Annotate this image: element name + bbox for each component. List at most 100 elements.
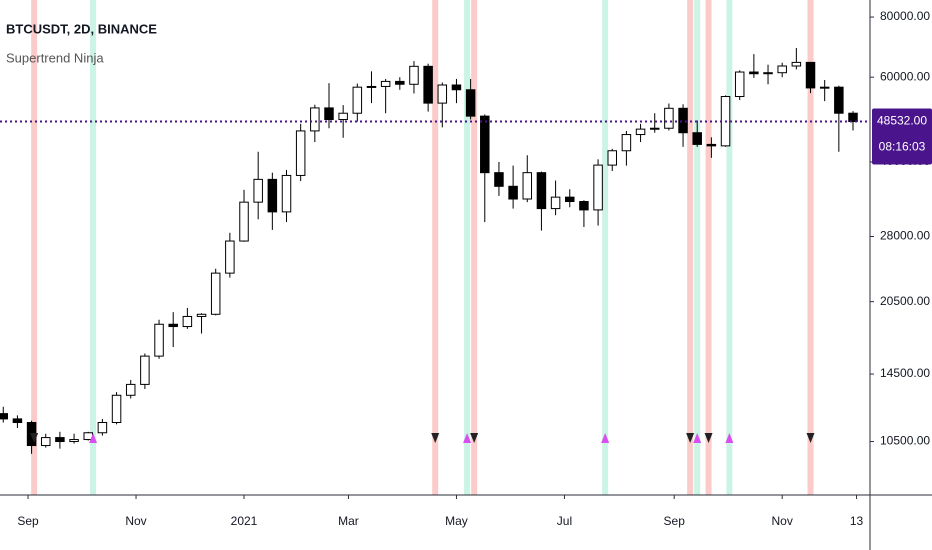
candle-body — [380, 80, 391, 87]
signal-band — [807, 0, 814, 495]
candle-body — [423, 65, 433, 104]
indicator-name: Supertrend Ninja — [6, 50, 104, 65]
candle-body — [97, 422, 108, 434]
signal-band — [31, 0, 38, 495]
signal-arrow — [806, 433, 815, 443]
signal-band — [464, 0, 471, 495]
candle-body — [281, 174, 292, 213]
candle-body — [451, 84, 462, 91]
candle-body — [395, 80, 405, 85]
y-tick-label: 28000.00 — [880, 229, 930, 243]
x-tick-label: Mar — [338, 514, 359, 528]
x-tick-label: Sep — [17, 514, 39, 528]
signal-arrow — [89, 433, 98, 443]
x-tick-label: 2021 — [231, 514, 258, 528]
last-price-box — [872, 108, 932, 165]
candle-body — [12, 418, 23, 424]
candle-body — [508, 185, 518, 200]
candle-body — [225, 240, 235, 274]
chart-title: BTCUSDT, 2D, BINANCE — [6, 21, 157, 36]
candle-body — [352, 86, 363, 114]
candle-body — [437, 84, 448, 104]
candle-body — [465, 89, 476, 117]
signal-band — [602, 0, 609, 495]
signal-arrow — [704, 433, 713, 443]
x-tick-label: Nov — [125, 514, 146, 528]
candle-body — [182, 315, 193, 328]
signal-band — [705, 0, 712, 495]
candle-body — [565, 196, 575, 203]
candle-body — [338, 112, 348, 121]
candle-body — [125, 383, 136, 396]
candle-body — [253, 178, 263, 203]
candle-body — [324, 107, 334, 121]
candle-body — [210, 272, 221, 315]
candle-body — [239, 201, 249, 242]
candle-body — [196, 313, 207, 317]
signal-band — [726, 0, 733, 495]
candle-body — [593, 164, 603, 211]
signal-band — [432, 0, 439, 495]
candle-body — [295, 130, 306, 176]
x-tick-label: Jul — [557, 514, 572, 528]
signal-arrow — [686, 433, 695, 443]
candle-body — [550, 196, 561, 210]
candle-body — [111, 394, 122, 424]
candle-body — [140, 355, 150, 385]
y-tick-label: 20500.00 — [880, 294, 930, 308]
candle-body — [409, 65, 419, 85]
candle-body — [154, 323, 164, 357]
signal-band — [90, 0, 97, 495]
candle-body — [635, 128, 646, 136]
signal-arrow — [431, 433, 440, 443]
candle-body — [480, 115, 490, 174]
candle-body — [777, 65, 787, 74]
candle-body — [678, 107, 688, 134]
y-tick-label: 60000.00 — [880, 69, 930, 83]
y-tick-label: 14500.00 — [880, 366, 930, 380]
y-tick-label: 10500.00 — [880, 434, 930, 448]
candle-body — [494, 172, 504, 187]
x-tick-label: May — [445, 514, 468, 528]
candle-body — [621, 134, 632, 152]
candle-body — [819, 86, 830, 89]
last-price-label: 48532.00 — [877, 114, 927, 128]
signal-arrow — [693, 433, 702, 443]
candle-body — [522, 172, 533, 200]
signal-band — [687, 0, 694, 495]
x-tick-label: Nov — [772, 514, 793, 528]
signal-arrow — [601, 433, 610, 443]
candle-body — [834, 86, 844, 114]
candle-body — [536, 172, 547, 210]
y-tick-label: 80000.00 — [880, 9, 930, 23]
countdown-label: 08:16:03 — [879, 140, 926, 154]
candle-body — [734, 71, 745, 98]
candle-body — [40, 437, 51, 447]
candle-body — [267, 178, 278, 213]
signal-arrow — [463, 433, 472, 443]
candle-body — [664, 107, 674, 129]
signal-arrow — [470, 433, 479, 443]
candle-body — [69, 439, 79, 443]
candle-body — [692, 132, 702, 145]
candle-body — [168, 323, 178, 328]
x-tick-label: Sep — [664, 514, 686, 528]
candle-body — [55, 437, 65, 443]
x-tick-label: 13 — [850, 514, 864, 528]
signal-arrow — [30, 433, 39, 443]
signal-band — [694, 0, 701, 495]
candle-body — [649, 127, 660, 130]
signal-band — [471, 0, 478, 495]
candle-body — [749, 71, 759, 75]
candle-body — [791, 61, 802, 67]
candle-body — [579, 201, 589, 211]
candle-body — [310, 107, 320, 132]
candle-body — [366, 85, 377, 88]
candle-body — [763, 72, 773, 75]
candle-body — [848, 112, 858, 123]
candle-body — [0, 413, 9, 420]
candle-body — [805, 61, 816, 89]
candle-body — [706, 143, 717, 147]
candle-body — [607, 150, 617, 166]
